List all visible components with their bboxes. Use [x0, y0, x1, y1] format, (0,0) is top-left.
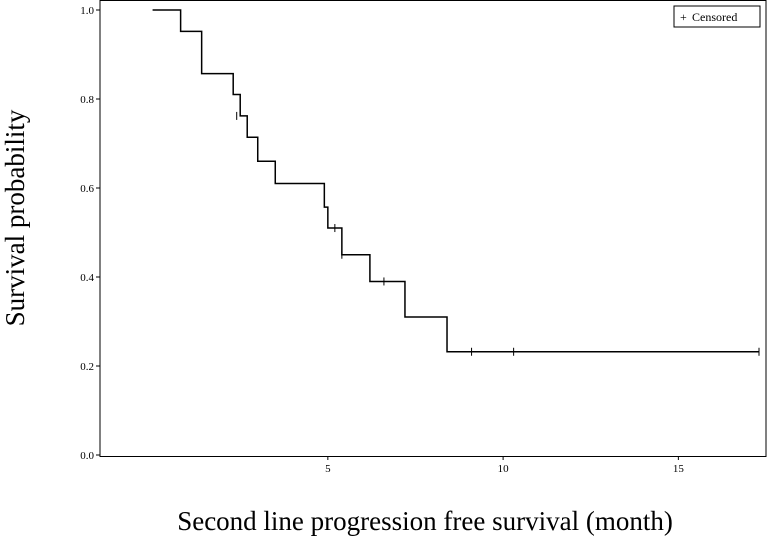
- plot-frame: [99, 0, 767, 457]
- censor-marks: [236, 111, 760, 356]
- plot-area: 0.0 0.2 0.4 0.6 0.8 1.0 5 10 15: [80, 0, 767, 475]
- y-axis-title: Survival probability: [0, 109, 30, 326]
- legend-marker: +: [680, 10, 687, 24]
- x-tick-label: 5: [325, 463, 331, 475]
- x-tick-label: 10: [498, 463, 510, 475]
- legend-label: Censored: [692, 10, 737, 24]
- x-axis-title: Second line progression free survival (m…: [177, 506, 673, 536]
- y-tick-label: 0.0: [80, 450, 94, 462]
- y-tick-label: 0.2: [80, 361, 94, 373]
- x-tick-label: 15: [673, 463, 685, 475]
- y-tick-label: 0.4: [80, 272, 94, 284]
- survival-step-line: [152, 9, 759, 353]
- legend-box: [673, 5, 761, 28]
- legend: + Censored: [673, 5, 761, 28]
- x-axis-ticks: 5 10 15: [325, 456, 684, 475]
- y-axis-ticks: 0.0 0.2 0.4 0.6 0.8 1.0: [80, 5, 100, 462]
- y-tick-label: 0.6: [80, 183, 94, 195]
- y-tick-label: 0.8: [80, 94, 94, 106]
- y-tick-label: 1.0: [80, 5, 94, 17]
